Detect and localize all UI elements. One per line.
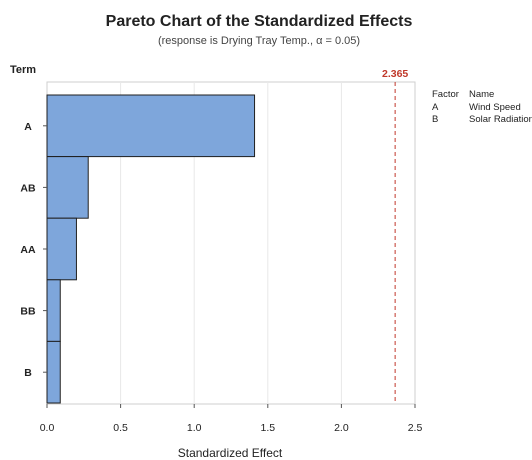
category-label: B: [24, 367, 32, 379]
chart-title: Pareto Chart of the Standardized Effects: [106, 13, 413, 30]
bar-a: [46, 94, 256, 158]
x-tick-label: 1.5: [260, 422, 275, 434]
legend-header-factor: Factor: [432, 89, 459, 100]
category-label: AA: [20, 244, 36, 256]
category-label: A: [24, 121, 32, 133]
x-tick-label: 2.0: [334, 422, 349, 434]
category-label: AB: [20, 182, 36, 194]
legend: Factor Name A Wind Speed B Solar Radiation: [432, 89, 532, 125]
bar-ab: [46, 156, 89, 219]
x-tick-label: 0.5: [113, 422, 128, 434]
bar-bb: [46, 279, 61, 342]
legend-factor: B: [432, 114, 438, 125]
legend-name: Solar Radiation: [469, 114, 532, 125]
x-axis-title: Standardized Effect: [178, 446, 283, 460]
legend-header-name: Name: [469, 89, 494, 100]
chart-subtitle: (response is Drying Tray Temp., α = 0.05…: [158, 35, 360, 47]
x-tick-label: 1.0: [187, 422, 202, 434]
reference-line-label: 2.365: [382, 68, 408, 80]
category-label: BB: [20, 306, 36, 318]
legend-name: Wind Speed: [469, 102, 521, 113]
x-tick-label: 0.0: [40, 422, 55, 434]
bar-b: [46, 340, 61, 404]
bar-aa: [46, 217, 77, 281]
x-tick-label: 2.5: [408, 422, 423, 434]
legend-factor: A: [432, 102, 439, 113]
y-axis-title: Term: [10, 64, 36, 76]
